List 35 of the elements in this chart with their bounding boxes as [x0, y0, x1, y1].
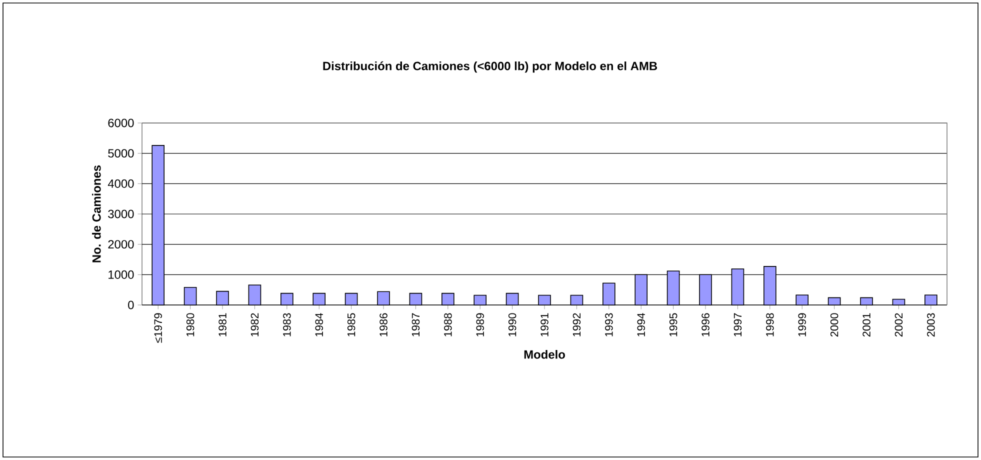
x-tick-label: 1989 — [476, 313, 484, 336]
x-tick-label: 1994 — [637, 313, 645, 336]
x-tick-label: 1983 — [283, 313, 291, 336]
x-tick-label: 1991 — [540, 313, 548, 336]
x-tick-label: 1999 — [798, 313, 806, 336]
x-tick-label: 2000 — [830, 313, 838, 337]
x-tick-label: 1982 — [250, 313, 259, 336]
x-tick-label: 1985 — [347, 313, 356, 336]
y-tick-label: 6000 — [108, 118, 134, 128]
y-axis-title: No. de Camiones — [92, 165, 101, 262]
y-tick-label: 3000 — [108, 210, 134, 218]
x-tick-label: 1997 — [734, 313, 742, 336]
x-tick-label: 1998 — [766, 313, 774, 336]
chart-title: Distribución de Camiones (<6000 lb) por Modelo en el AMB — [323, 61, 658, 73]
x-tick-label: 1992 — [572, 313, 581, 336]
x-tick-label: 1980 — [186, 313, 194, 336]
x-tick-label: 1990 — [508, 313, 516, 336]
x-tick-label: 1984 — [315, 313, 323, 336]
x-tick-label: 1995 — [669, 313, 678, 336]
y-tick-label: 5000 — [108, 149, 134, 158]
x-tick-label: 1981 — [218, 313, 226, 336]
y-tick-label: 2000 — [108, 240, 134, 249]
x-tick-label: 1988 — [444, 313, 452, 336]
x-tick-label: ≤1979 — [154, 313, 162, 343]
x-tick-label: 2001 — [862, 313, 870, 337]
x-tick-label: 1996 — [702, 313, 710, 336]
x-tick-label: 2003 — [927, 313, 935, 337]
y-tick-label: 4000 — [108, 179, 134, 188]
x-tick-label: 1993 — [605, 313, 613, 336]
y-tick-label: 1000 — [108, 270, 134, 279]
x-tick-label: 1986 — [380, 313, 388, 336]
y-tick-label: 0 — [128, 300, 134, 310]
x-tick-label: 2002 — [894, 313, 903, 337]
x-axis-title: Modelo — [524, 350, 565, 359]
x-tick-label: 1987 — [412, 313, 420, 336]
